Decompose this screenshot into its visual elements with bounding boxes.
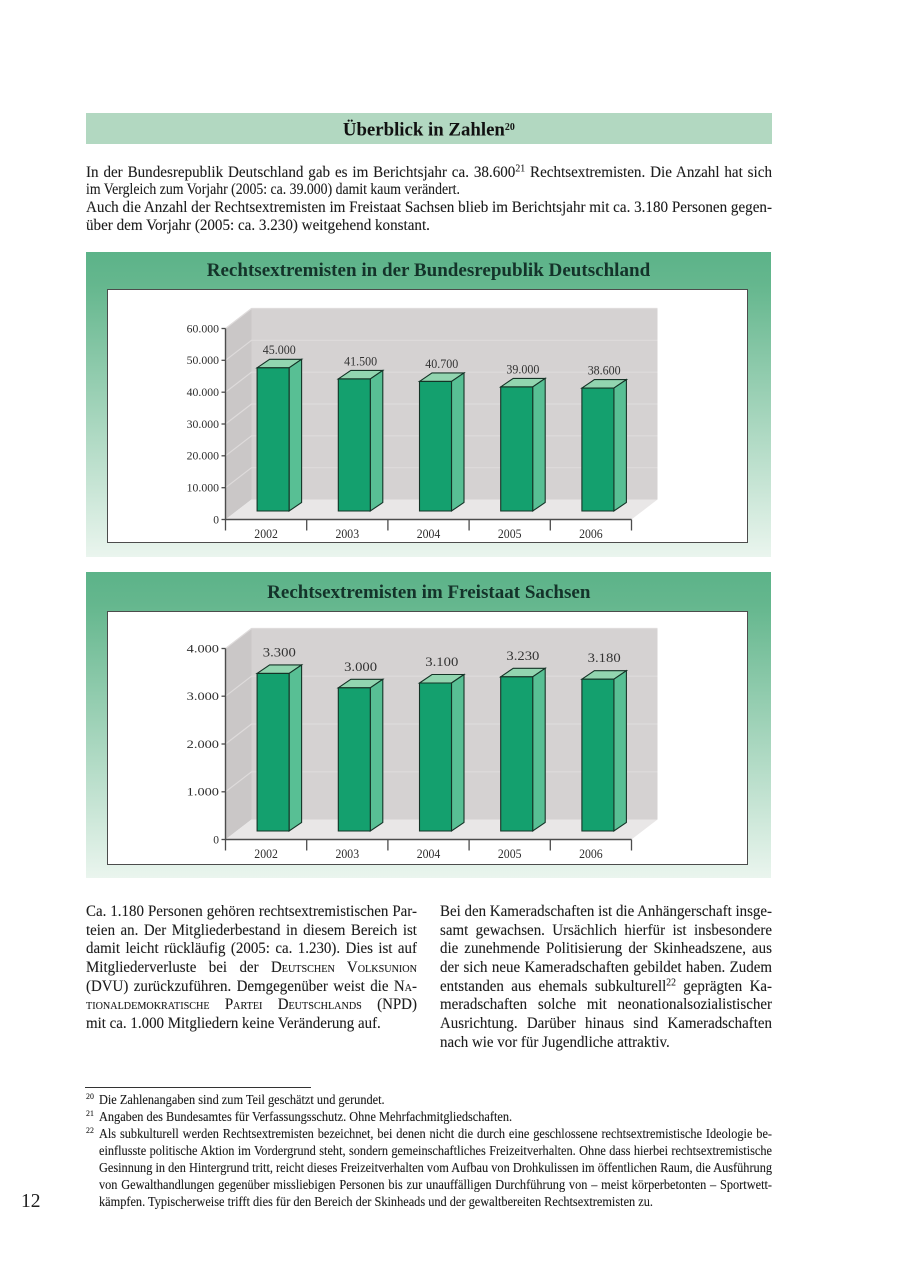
svg-text:2004: 2004 [417, 527, 441, 541]
svg-text:2003: 2003 [336, 527, 360, 541]
svg-text:50.000: 50.000 [187, 355, 220, 367]
svg-text:4.000: 4.000 [187, 643, 220, 655]
svg-text:30.000: 30.000 [187, 419, 220, 431]
svg-text:20.000: 20.000 [187, 451, 220, 463]
svg-text:2004: 2004 [417, 847, 441, 861]
svg-text:3.300: 3.300 [263, 645, 296, 659]
svg-text:40.700: 40.700 [425, 357, 458, 371]
svg-text:2003: 2003 [336, 847, 360, 861]
svg-text:40.000: 40.000 [187, 387, 220, 399]
svg-text:3.230: 3.230 [506, 648, 539, 662]
svg-text:2006: 2006 [579, 847, 603, 861]
svg-text:60.000: 60.000 [187, 323, 220, 335]
svg-text:0: 0 [213, 514, 219, 526]
svg-text:2002: 2002 [254, 847, 278, 861]
svg-text:0: 0 [213, 834, 219, 846]
svg-text:45.000: 45.000 [263, 343, 296, 357]
svg-text:3.000: 3.000 [187, 691, 220, 703]
svg-text:2002: 2002 [254, 527, 278, 541]
svg-text:10.000: 10.000 [187, 483, 220, 495]
svg-text:41.500: 41.500 [344, 354, 377, 368]
svg-text:39.000: 39.000 [506, 362, 539, 376]
svg-text:2005: 2005 [498, 847, 522, 861]
svg-text:3.100: 3.100 [425, 655, 458, 669]
svg-text:2005: 2005 [498, 527, 522, 541]
svg-text:3.180: 3.180 [588, 651, 621, 665]
svg-text:2.000: 2.000 [187, 738, 220, 750]
svg-text:2006: 2006 [579, 527, 603, 541]
svg-text:38.600: 38.600 [588, 364, 621, 378]
svg-text:1.000: 1.000 [187, 786, 220, 798]
svg-text:3.000: 3.000 [344, 659, 377, 673]
